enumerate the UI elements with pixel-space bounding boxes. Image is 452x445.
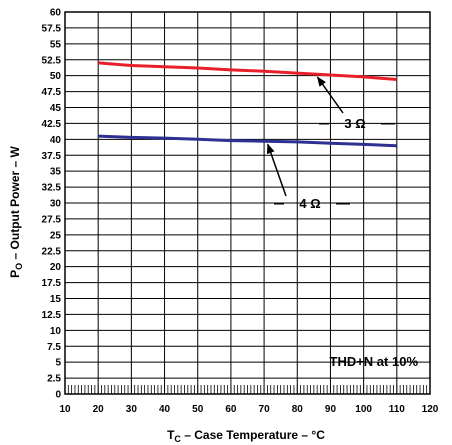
- y-tick-label: 17.5: [42, 278, 62, 289]
- x-tick-label: 30: [126, 404, 138, 415]
- annotation-3-ohm: 3 Ω: [344, 116, 365, 131]
- x-axis-title: TC – Case Temperature – °C: [167, 428, 325, 444]
- x-tick-label: 60: [225, 404, 237, 415]
- y-tick-label: 32.5: [42, 183, 62, 194]
- y-tick-label: 40: [50, 135, 62, 146]
- y-tick-label: 52.5: [42, 55, 62, 66]
- y-axis-title: PO – Output Power – W: [8, 145, 24, 277]
- annotation-4-ohm: 4 Ω: [299, 196, 320, 211]
- y-tick-label: 15: [50, 294, 62, 305]
- x-tick-label: 20: [93, 404, 105, 415]
- y-tick-label: 10: [50, 326, 62, 337]
- series-line-4-ohm: [98, 134, 397, 148]
- series-line-3-ohm: [98, 61, 397, 81]
- x-axis-title-main: T: [167, 428, 175, 442]
- arrow-4-ohm: [266, 143, 287, 197]
- x-tick-label: 10: [59, 404, 71, 415]
- series-layer: [98, 61, 397, 148]
- y-tick-label: 25: [50, 230, 62, 241]
- x-tick-label: 50: [192, 404, 204, 415]
- x-axis-title-subscript: C: [174, 434, 181, 444]
- y-tick-label: 22.5: [42, 246, 62, 257]
- arrow-3-ohm: [316, 76, 344, 114]
- y-tick-label: 57.5: [42, 23, 62, 34]
- y-tick-label: 37.5: [42, 151, 62, 162]
- y-tick-label: 12.5: [42, 310, 62, 321]
- y-tick-label: 47.5: [42, 87, 62, 98]
- annotation-condition: THD+N at 10%: [330, 354, 419, 369]
- x-tick-labels: 10 20 30 40 50 60 70 80 90 100 110 120: [59, 404, 438, 415]
- x-axis-title-rest: – Case Temperature – °C: [181, 428, 325, 442]
- x-tick-label: 90: [325, 404, 337, 415]
- y-axis-title-rest: – Output Power – W: [8, 145, 22, 262]
- plot-frame: [64, 11, 431, 395]
- y-axis-title-subscript: O: [14, 263, 24, 270]
- y-tick-label: 0: [55, 390, 61, 401]
- x-tick-label: 110: [389, 404, 406, 415]
- y-tick-label: 30: [50, 199, 62, 210]
- y-tick-label: 5: [55, 358, 61, 369]
- annotation-layer: 3 Ω 4 Ω THD+N at 10%: [266, 76, 419, 369]
- y-tick-label: 27.5: [42, 214, 62, 225]
- y-tick-label: 42.5: [42, 119, 62, 130]
- y-tick-label: 35: [50, 167, 62, 178]
- y-tick-label: 45: [50, 103, 62, 114]
- y-tick-label: 20: [50, 262, 62, 273]
- x-tick-label: 80: [292, 404, 304, 415]
- x-tick-label: 120: [422, 404, 439, 415]
- x-tick-label: 40: [159, 404, 171, 415]
- x-tick-label: 70: [259, 404, 271, 415]
- x-tick-label: 100: [355, 404, 372, 415]
- y-tick-label: 50: [50, 71, 62, 82]
- y-tick-label: 60: [50, 8, 62, 19]
- y-tick-labels: 02.557.51012.51517.52022.52527.53032.535…: [42, 8, 62, 401]
- y-tick-label: 55: [50, 39, 62, 50]
- y-tick-label: 2.5: [47, 374, 61, 385]
- y-axis-title-main: P: [8, 270, 22, 278]
- y-tick-label: 7.5: [47, 342, 61, 353]
